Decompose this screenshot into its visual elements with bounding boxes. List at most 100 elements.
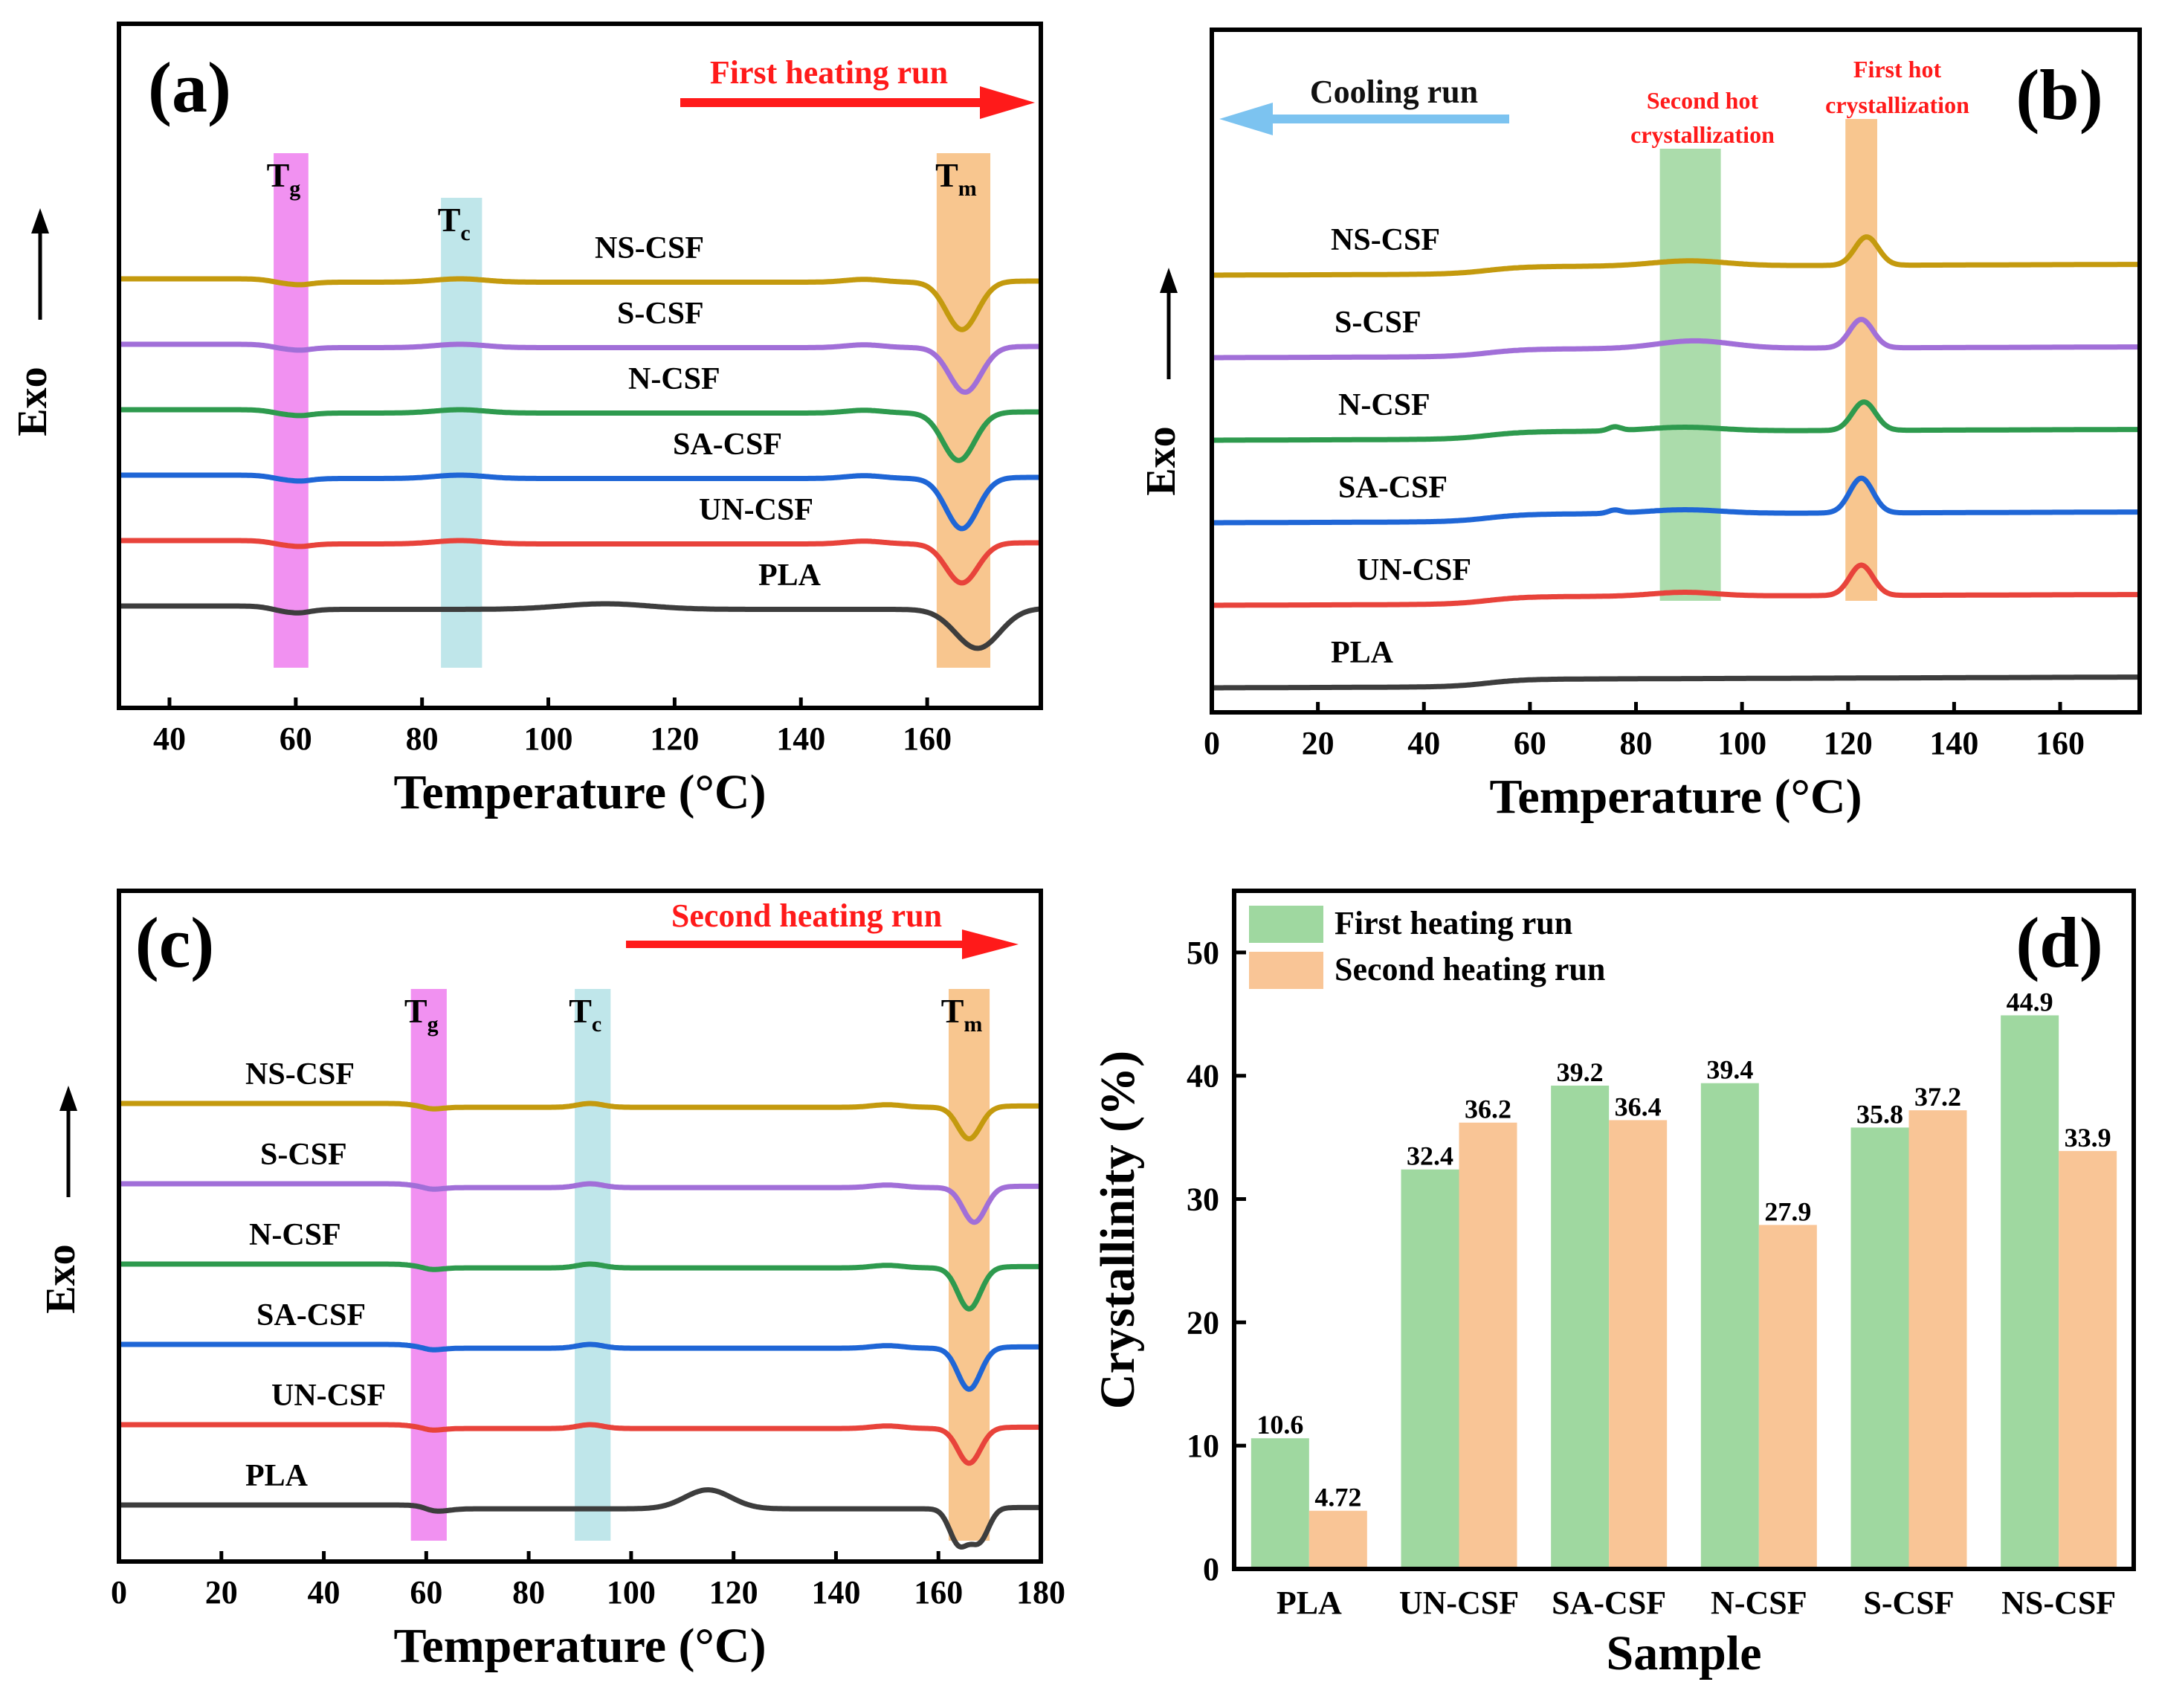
curve-n-csf xyxy=(1210,399,2141,443)
band-subscript: g xyxy=(427,1012,439,1037)
bar-second xyxy=(1459,1122,1517,1569)
y-tick-label: 10 xyxy=(1187,1428,1219,1464)
curve-label-ns-csf: NS-CSF xyxy=(1331,223,1440,257)
run-arrow-head xyxy=(962,929,1019,959)
x-tick-label: 20 xyxy=(205,1574,238,1611)
x-tick-label: PLA xyxy=(1277,1585,1342,1621)
x-tick-label: 0 xyxy=(111,1574,127,1611)
legend-label: Second heating run xyxy=(1335,951,1605,987)
legend-label: First heating run xyxy=(1335,905,1572,941)
curve-un-csf xyxy=(117,1422,1041,1466)
x-tick-label: 160 xyxy=(914,1574,963,1611)
y-axis-title: Exo xyxy=(1138,426,1184,495)
exo-arrow-head xyxy=(1160,268,1178,293)
bar-first xyxy=(1700,1083,1759,1569)
bar-value-label: 10.6 xyxy=(1256,1410,1303,1440)
y-tick-label: 40 xyxy=(1187,1058,1219,1095)
band-0 xyxy=(274,153,309,668)
curve-n-csf xyxy=(117,1261,1041,1312)
curve-s-csf xyxy=(1210,317,2141,361)
band-2 xyxy=(936,153,991,668)
band-label-1: Tc xyxy=(438,201,471,245)
panel-letter: (a) xyxy=(148,48,231,127)
x-tick-label: 120 xyxy=(709,1574,758,1611)
bar-value-label: 35.8 xyxy=(1856,1099,1903,1129)
band-symbol: T xyxy=(941,992,964,1030)
x-tick-label: 80 xyxy=(1620,725,1653,761)
x-tick-label: 140 xyxy=(1929,725,1978,761)
curve-ns-csf xyxy=(117,1100,1041,1141)
x-tick-label: 140 xyxy=(776,721,825,757)
band-subscript: g xyxy=(289,176,300,201)
curve-s-csf xyxy=(117,341,1041,395)
plot-frame xyxy=(117,22,1043,710)
x-tick-label: 20 xyxy=(1302,725,1335,761)
curve-label-ns-csf: NS-CSF xyxy=(245,1057,355,1092)
band-2 xyxy=(949,989,990,1541)
curve-sa-csf xyxy=(1210,475,2141,526)
legend-swatch xyxy=(1249,952,1323,989)
bar-value-label: 36.2 xyxy=(1465,1095,1511,1124)
curve-label-un-csf: UN-CSF xyxy=(699,493,813,527)
x-tick-label: S-CSF xyxy=(1863,1585,1954,1621)
curve-label-un-csf: UN-CSF xyxy=(1357,553,1471,587)
plot-frame xyxy=(1210,28,2142,715)
band-symbol: T xyxy=(569,992,592,1030)
panel-letter: (d) xyxy=(2016,903,2102,982)
run-label: First heating run xyxy=(710,54,948,91)
run-label: Cooling run xyxy=(1310,74,1478,110)
x-tick-label: 100 xyxy=(607,1574,656,1611)
x-tick-label: 100 xyxy=(1717,725,1766,761)
x-tick-label: NS-CSF xyxy=(2001,1585,2116,1621)
panel-d: 10.6 4.72 PLA 32.4 36.2 UN-CSF 39.2 36.4 SA-CSF 3… xyxy=(1091,889,2136,1680)
bar-value-label: 39.2 xyxy=(1557,1057,1604,1087)
bar-value-label: 37.2 xyxy=(1914,1082,1961,1112)
panel-letter: (c) xyxy=(135,903,215,982)
curve-n-csf xyxy=(117,407,1041,463)
curve-un-csf xyxy=(117,538,1041,586)
x-axis-title: Sample xyxy=(1606,1626,1761,1680)
x-tick-label: 120 xyxy=(1824,725,1873,761)
panel-b: NS-CSF S-CSF N-CSF SA-CSF UN-CSF PLA 0 20 40 60 80… xyxy=(1138,28,2142,824)
y-axis-title: Exo xyxy=(10,367,56,436)
band-symbol: T xyxy=(267,156,290,194)
curve-pla xyxy=(1210,674,2141,691)
bar-second xyxy=(1609,1120,1668,1569)
x-axis-title: Temperature (°C) xyxy=(1489,770,1862,824)
band-1 xyxy=(1845,119,1877,601)
x-tick-label: 40 xyxy=(308,1574,341,1611)
bar-value-label: 33.9 xyxy=(2065,1123,2111,1153)
bar-value-label: 4.72 xyxy=(1314,1483,1361,1512)
curve-sa-csf xyxy=(117,1341,1041,1392)
band-subscript: m xyxy=(964,1012,982,1037)
bar-first xyxy=(1551,1085,1610,1569)
plot-frame xyxy=(117,889,1043,1564)
curve-label-pla: PLA xyxy=(758,558,822,593)
x-tick-label: 60 xyxy=(410,1574,442,1611)
curve-ns-csf xyxy=(1210,234,2141,278)
x-tick-label: 0 xyxy=(1204,725,1220,761)
bar-second xyxy=(1308,1510,1367,1569)
exo-arrow-head xyxy=(59,1086,77,1111)
annotation: crystallization xyxy=(1630,121,1775,148)
curve-pla xyxy=(117,601,1041,651)
band-label-1: Tc xyxy=(569,992,601,1037)
run-label: Second heating run xyxy=(671,897,942,934)
plot-frame xyxy=(1232,889,2136,1571)
curve-label-sa-csf: SA-CSF xyxy=(256,1298,366,1332)
x-tick-label: 40 xyxy=(1407,725,1440,761)
x-tick-label: 40 xyxy=(153,721,186,757)
band-symbol: T xyxy=(438,201,461,239)
band-label-0: Tg xyxy=(267,156,301,201)
curve-un-csf xyxy=(1210,562,2141,608)
curve-label-pla: PLA xyxy=(245,1459,309,1493)
band-subscript: m xyxy=(958,176,977,201)
curve-label-s-csf: S-CSF xyxy=(1335,306,1421,340)
y-tick-label: 30 xyxy=(1187,1182,1219,1218)
band-0 xyxy=(1659,149,1721,601)
x-tick-label: UN-CSF xyxy=(1399,1585,1519,1621)
bar-value-label: 27.9 xyxy=(1764,1196,1811,1226)
x-tick-label: 140 xyxy=(811,1574,860,1611)
curve-label-n-csf: N-CSF xyxy=(628,362,720,396)
